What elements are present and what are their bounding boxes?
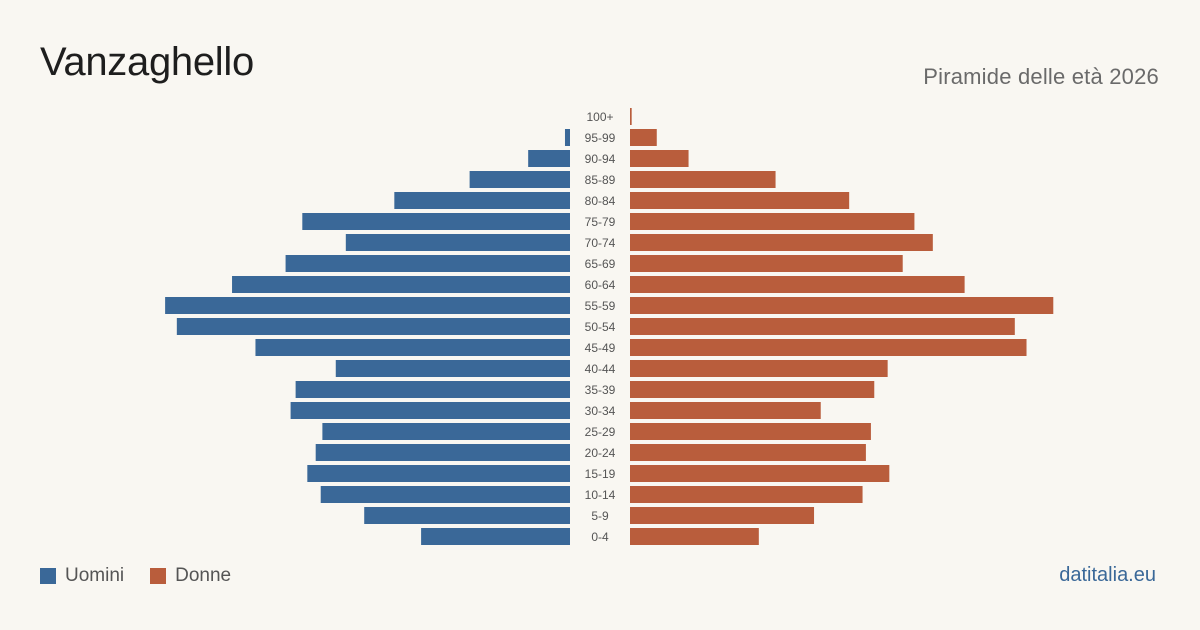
bar-women-90-94: [630, 150, 689, 167]
bar-women-30-34: [630, 402, 821, 419]
age-label-85-89: 85-89: [585, 173, 616, 187]
bar-women-5-9: [630, 507, 815, 524]
bar-women-40-44: [630, 360, 888, 377]
bar-men-70-74: [345, 234, 570, 251]
legend-label-men: Uomini: [65, 565, 125, 586]
bar-men-45-49: [255, 339, 570, 356]
chart-title: Vanzaghello: [40, 40, 254, 84]
age-label-30-34: 30-34: [585, 404, 616, 418]
bar-women-35-39: [630, 381, 875, 398]
age-label-100+: 100+: [586, 110, 613, 124]
bar-men-55-59: [165, 297, 570, 314]
age-label-65-69: 65-69: [585, 257, 616, 271]
bar-men-25-29: [322, 423, 570, 440]
bar-women-0-4: [630, 528, 759, 545]
bar-men-35-39: [295, 381, 570, 398]
bar-women-95-99: [630, 129, 657, 146]
bar-women-50-54: [630, 318, 1015, 335]
bar-women-80-84: [630, 192, 850, 209]
bar-women-15-19: [630, 465, 890, 482]
bar-men-40-44: [335, 360, 570, 377]
bar-men-60-64: [232, 276, 571, 293]
legend: Uomini Donne: [40, 565, 257, 587]
bar-men-75-79: [302, 213, 570, 230]
bar-women-85-89: [630, 171, 776, 188]
age-label-5-9: 5-9: [591, 509, 609, 523]
bar-men-10-14: [320, 486, 570, 503]
bar-men-20-24: [315, 444, 570, 461]
bar-men-85-89: [469, 171, 570, 188]
age-label-95-99: 95-99: [585, 131, 616, 145]
bar-women-10-14: [630, 486, 863, 503]
age-label-40-44: 40-44: [585, 362, 616, 376]
age-label-15-19: 15-19: [585, 467, 616, 481]
source-link[interactable]: datitalia.eu: [1059, 564, 1156, 586]
legend-label-women: Donne: [175, 565, 232, 586]
age-label-55-59: 55-59: [585, 299, 616, 313]
bar-women-55-59: [630, 297, 1054, 314]
bar-women-45-49: [630, 339, 1027, 356]
bar-men-15-19: [307, 465, 570, 482]
age-label-45-49: 45-49: [585, 341, 616, 355]
bar-men-80-84: [394, 192, 570, 209]
age-label-0-4: 0-4: [591, 530, 609, 544]
bar-men-5-9: [364, 507, 570, 524]
bar-women-100+: [630, 108, 632, 125]
age-label-50-54: 50-54: [585, 320, 616, 334]
age-label-75-79: 75-79: [585, 215, 616, 229]
bar-men-0-4: [421, 528, 570, 545]
bar-men-65-69: [285, 255, 570, 272]
age-label-90-94: 90-94: [585, 152, 616, 166]
bar-women-20-24: [630, 444, 866, 461]
legend-item-women: Donne: [150, 565, 231, 587]
age-label-70-74: 70-74: [585, 236, 616, 250]
legend-swatch-women: [150, 568, 167, 584]
bar-women-60-64: [630, 276, 965, 293]
age-label-25-29: 25-29: [585, 425, 616, 439]
chart-subtitle: Piramide delle età 2026: [923, 64, 1159, 89]
legend-swatch-men: [40, 568, 56, 584]
bar-women-25-29: [630, 423, 871, 440]
bar-women-65-69: [630, 255, 903, 272]
age-label-20-24: 20-24: [585, 446, 616, 460]
legend-item-men: Uomini: [40, 565, 124, 587]
bar-men-50-54: [176, 318, 571, 335]
age-label-35-39: 35-39: [585, 383, 616, 397]
age-label-60-64: 60-64: [585, 278, 616, 292]
bar-women-70-74: [630, 234, 933, 251]
bar-women-75-79: [630, 213, 915, 230]
age-label-10-14: 10-14: [585, 488, 616, 502]
bar-men-30-34: [290, 402, 570, 419]
age-label-80-84: 80-84: [585, 194, 616, 208]
bar-men-95-99: [564, 129, 570, 146]
bar-men-90-94: [528, 150, 570, 167]
